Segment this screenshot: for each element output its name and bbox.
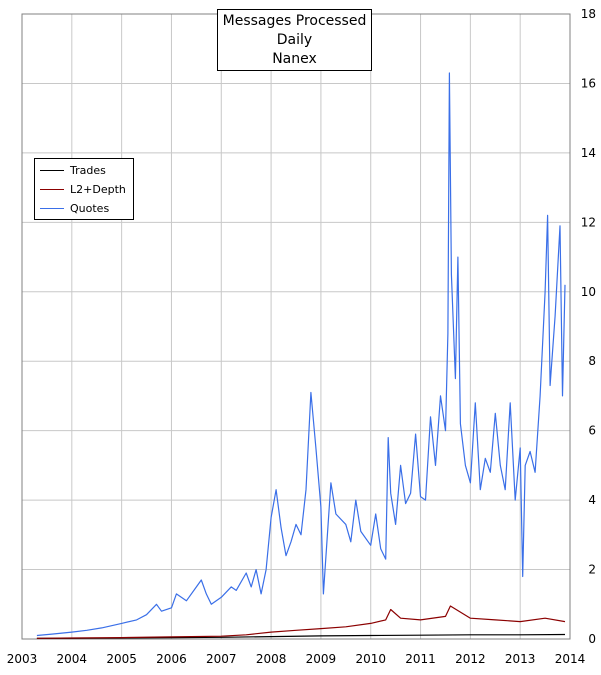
chart-legend: Trades L2+Depth Quotes — [34, 158, 134, 220]
x-tick-label: 2013 — [505, 652, 536, 666]
y-tick-label: 12 — [581, 215, 596, 229]
series-lines — [36, 72, 566, 639]
x-tick-label: 2011 — [405, 652, 436, 666]
series-line-l2-depth — [36, 605, 566, 639]
legend-label-quotes: Quotes — [70, 201, 110, 215]
x-tick-label: 2010 — [355, 652, 386, 666]
chart-title-box: Messages Processed Daily Nanex — [217, 9, 372, 71]
y-tick-label: 0 — [588, 632, 596, 646]
y-tick-label: 16 — [581, 76, 596, 90]
y-tick-label: 4 — [588, 493, 596, 507]
y-axis-tick-labels: 0 2 4 6 8 10 12 14 16 18 — [581, 7, 596, 646]
y-tick-label: 18 — [581, 7, 596, 21]
plot-area — [22, 14, 570, 639]
legend-item-quotes: Quotes — [35, 200, 109, 216]
x-tick-label: 2012 — [455, 652, 486, 666]
legend-label-l2-depth: L2+Depth — [70, 182, 126, 196]
chart-title-line-3: Nanex — [272, 51, 317, 67]
legend-item-trades: Trades — [35, 162, 106, 178]
legend-swatch-trades — [40, 169, 64, 171]
x-tick-label: 2005 — [106, 652, 137, 666]
y-tick-label: 14 — [581, 146, 596, 160]
x-tick-label: 2009 — [306, 652, 337, 666]
x-tick-label: 2003 — [7, 652, 38, 666]
legend-swatch-l2-depth — [40, 188, 64, 190]
chart-title-line-1: Messages Processed — [222, 13, 367, 29]
y-tick-label: 2 — [588, 563, 596, 577]
x-tick-label: 2004 — [57, 652, 88, 666]
legend-swatch-quotes — [40, 207, 64, 209]
x-tick-label: 2006 — [156, 652, 187, 666]
legend-label-trades: Trades — [70, 163, 106, 177]
chart-title-line-2: Daily — [276, 32, 313, 48]
x-tick-label: 2008 — [256, 652, 287, 666]
y-tick-label: 10 — [581, 285, 596, 299]
legend-item-l2-depth: L2+Depth — [35, 181, 126, 197]
x-axis-tick-labels: 2003 2004 2005 2006 2007 2008 2009 2010 2011 2012… — [7, 652, 586, 666]
x-tick-label: 2014 — [555, 652, 586, 666]
series-line-quotes — [36, 72, 566, 637]
y-tick-label: 8 — [588, 354, 596, 368]
y-tick-label: 6 — [588, 424, 596, 438]
x-tick-label: 2007 — [206, 652, 237, 666]
